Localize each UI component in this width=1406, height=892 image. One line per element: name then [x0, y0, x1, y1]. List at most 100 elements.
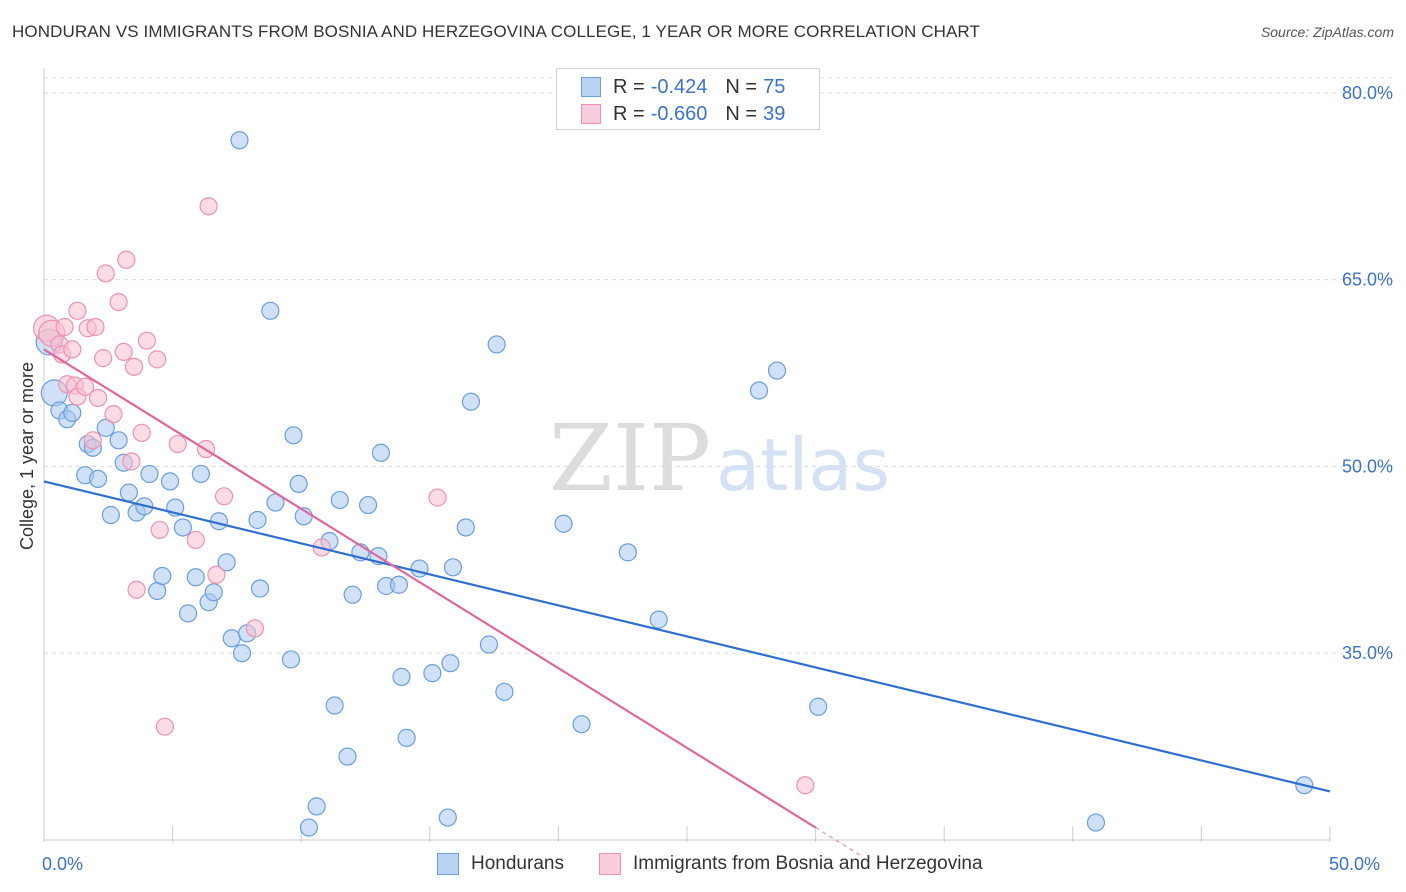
point-bosnia	[245, 619, 265, 638]
point-hondurans	[343, 585, 362, 604]
point-bosnia	[132, 423, 151, 442]
y-tick-label: 65.0%	[1342, 270, 1393, 290]
point-hondurans	[284, 426, 303, 445]
point-bosnia	[117, 250, 136, 269]
point-hondurans	[281, 650, 301, 669]
point-bosnia	[83, 431, 102, 450]
point-hondurans	[456, 518, 475, 537]
y-tick-label: 50.0%	[1342, 456, 1393, 476]
point-hondurans	[572, 715, 591, 734]
point-hondurans	[119, 483, 138, 502]
point-hondurans	[178, 604, 198, 623]
point-hondurans	[441, 654, 460, 673]
legend-r-value: -0.424	[650, 75, 708, 98]
watermark-atlas: atlas	[716, 423, 890, 507]
point-bosnia	[63, 340, 82, 359]
bottom-legend-swatch-blue	[437, 853, 459, 875]
point-hondurans	[649, 610, 668, 629]
point-hondurans	[487, 335, 506, 354]
point-hondurans	[88, 469, 108, 489]
point-bosnia	[122, 452, 141, 471]
point-hondurans	[109, 431, 128, 450]
legend-n-label: N =	[725, 75, 758, 98]
legend-r-label: R =	[613, 102, 645, 125]
point-hondurans	[299, 818, 319, 837]
point-bosnia	[124, 357, 144, 376]
point-hondurans	[307, 797, 326, 816]
point-hondurans	[461, 392, 481, 411]
point-hondurans	[96, 418, 115, 437]
point-bosnia	[88, 388, 108, 408]
point-hondurans	[358, 495, 378, 515]
point-hondurans	[289, 474, 308, 493]
bottom-legend-swatch-pink	[599, 853, 621, 875]
point-bosnia	[155, 717, 174, 736]
point-hondurans	[230, 131, 249, 150]
point-hondurans	[217, 553, 236, 572]
legend-row-hondurans: R = -0.424 N = 75	[581, 75, 785, 99]
axes	[43, 68, 1331, 842]
point-hondurans	[250, 579, 270, 598]
bottom-legend-label-bosnia: Immigrants from Bosnia and Herzegovina	[633, 853, 983, 874]
axis-labels: 35.0% 50.0% 65.0% 80.0% 0.0% 50.0% College, 1 …	[17, 83, 1393, 874]
point-hondurans	[389, 575, 409, 594]
bottom-legend-label-hondurans: Hondurans	[471, 853, 564, 874]
point-hondurans	[1086, 813, 1106, 832]
point-hondurans	[809, 697, 828, 716]
point-bosnia	[55, 317, 74, 337]
point-hondurans	[618, 543, 637, 562]
point-hondurans	[495, 682, 514, 701]
point-hondurans	[173, 518, 192, 537]
chart-source: Source: ZipAtlas.com	[1260, 24, 1394, 40]
legend-n-value: 39	[763, 102, 786, 125]
trend-line-bosnia-extension	[815, 826, 863, 857]
point-hondurans	[749, 381, 769, 400]
point-hondurans	[767, 361, 787, 380]
point-bosnia	[68, 301, 87, 320]
point-bosnia	[94, 349, 113, 368]
watermark: ZIP atlas	[549, 405, 890, 512]
point-bosnia	[796, 776, 815, 795]
point-bosnia	[86, 317, 105, 337]
point-hondurans	[186, 568, 205, 587]
point-bosnia	[109, 292, 128, 312]
point-hondurans	[423, 664, 442, 683]
point-bosnia	[76, 377, 95, 396]
watermark-zip: ZIP	[549, 405, 711, 512]
legend-r-value: -0.660	[650, 102, 708, 125]
point-hondurans	[63, 403, 82, 423]
legend-swatch-pink	[581, 104, 601, 124]
point-hondurans	[101, 505, 120, 525]
trend-line-hondurans	[43, 480, 1331, 793]
trend-lines	[43, 348, 1331, 857]
point-bosnia	[199, 197, 218, 216]
point-bosnia	[104, 405, 123, 424]
point-hondurans	[410, 559, 429, 578]
point-hondurans	[397, 728, 416, 747]
data-points	[32, 131, 1314, 837]
y-axis-title: College, 1 year or more	[17, 362, 37, 550]
point-hondurans	[325, 696, 344, 715]
point-hondurans	[153, 566, 172, 586]
bottom-legend-hondurans: Hondurans	[437, 852, 564, 876]
point-hondurans	[222, 629, 241, 648]
point-hondurans	[191, 464, 210, 484]
point-hondurans	[479, 635, 499, 654]
point-hondurans	[330, 490, 349, 510]
point-bosnia	[168, 434, 187, 454]
point-bosnia	[214, 487, 234, 506]
y-tick-label: 80.0%	[1342, 83, 1393, 103]
point-bosnia	[428, 488, 447, 507]
legend-n-label: N =	[725, 102, 758, 125]
point-hondurans	[392, 667, 411, 686]
point-hondurans	[371, 443, 391, 462]
point-hondurans	[160, 472, 180, 491]
gridlines	[44, 77, 1394, 654]
point-bosnia	[96, 264, 115, 283]
point-hondurans	[232, 644, 252, 663]
trend-line-bosnia	[43, 348, 817, 829]
point-hondurans	[438, 808, 457, 827]
legend-r-label: R =	[613, 75, 645, 98]
point-bosnia	[114, 342, 133, 361]
point-hondurans	[443, 558, 463, 577]
